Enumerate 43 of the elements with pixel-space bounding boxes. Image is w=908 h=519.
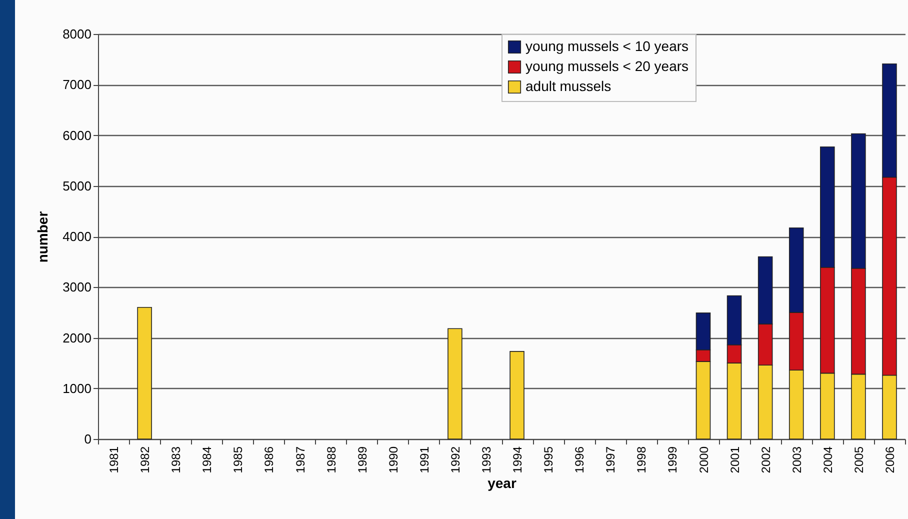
bar	[137, 306, 152, 440]
x-tick-label: 1991	[417, 446, 432, 474]
y-tick-label: 5000	[62, 178, 92, 194]
y-axis-title: number	[34, 210, 51, 263]
x-tick-label: 1985	[231, 446, 246, 474]
x-tick-label: 1987	[293, 446, 308, 474]
x-tick-label: 1992	[448, 446, 462, 474]
x-tick-label: 1984	[200, 446, 214, 474]
legend-label: young mussels < 20 years	[526, 58, 689, 74]
x-tick-label: 1988	[324, 446, 338, 474]
y-tick-label: 6000	[62, 128, 92, 143]
y-tick-label: 7000	[62, 77, 92, 92]
y-tick-label: 8000	[62, 26, 92, 42]
x-tick-label: 2003	[790, 446, 804, 474]
x-tick-label: 1996	[572, 446, 587, 474]
x-tick-label: 1993	[479, 446, 494, 474]
x-tick-label: 1995	[542, 446, 556, 474]
legend-label: adult mussels	[526, 78, 612, 94]
x-tick-label: 1983	[169, 446, 184, 474]
y-tick-label: 3000	[62, 280, 92, 295]
y-tick-label: 2000	[62, 330, 92, 346]
x-tick-label: 2002	[758, 446, 773, 474]
x-axis-title: year	[488, 475, 517, 492]
x-tick-label: 1997	[604, 446, 618, 474]
x-tick-label: 1982	[138, 446, 152, 474]
x-tick-label: 1986	[262, 446, 276, 474]
x-tick-label: 2001	[728, 446, 742, 474]
x-tick-label: 1994	[510, 446, 525, 474]
x-tick-label: 2006	[882, 446, 897, 474]
y-tick-label: 4000	[62, 229, 92, 244]
bar	[448, 328, 462, 440]
x-tick-label: 2000	[696, 446, 711, 474]
x-tick-label: 1989	[355, 446, 370, 474]
x-tick-label: 2005	[852, 446, 866, 474]
x-tick-label: 1990	[386, 446, 400, 474]
y-tick-label: 1000	[62, 380, 92, 396]
x-tick-label: 1998	[634, 446, 649, 474]
bar	[510, 351, 524, 440]
x-tick-label: 1981	[107, 446, 122, 474]
y-tick-label: 0	[84, 432, 92, 446]
x-tick-label: 2004	[820, 446, 835, 474]
x-tick-label: 1999	[666, 446, 680, 474]
legend-label: young mussels < 10 years	[526, 38, 689, 54]
